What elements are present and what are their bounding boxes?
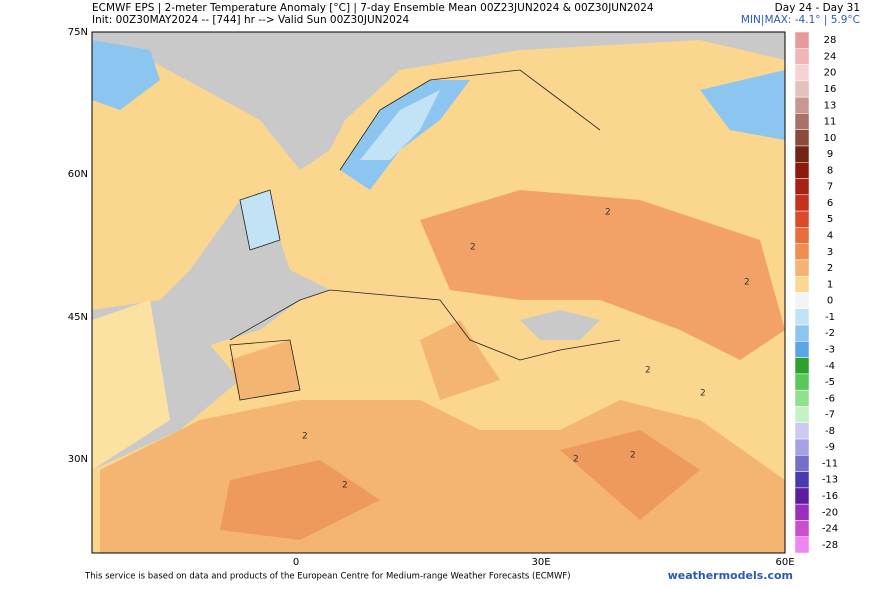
footer-site[interactable]: weathermodels.com [668,569,793,582]
colorbar-label: -7 [825,410,835,421]
colorbar-label: -11 [822,458,838,469]
colorbar-swatch [794,210,810,228]
colorbar-label: -5 [825,377,835,388]
contour-label: 2 [630,451,636,461]
colorbar-label: 5 [827,214,833,225]
colorbar-label: 2 [827,263,833,274]
colorbar-label: 20 [824,68,837,79]
colorbar-label: -13 [822,475,838,486]
contour-label: 2 [700,389,706,399]
map-frame [91,31,786,554]
colorbar-label: 10 [824,133,837,144]
colorbar-swatch [794,422,810,440]
colorbar-swatch [794,31,810,49]
colorbar-swatch [794,341,810,358]
colorbar-swatch [794,113,810,130]
colorbar: 282420161311109876543210-1-2-3-4-5-6-7-8… [794,31,838,554]
colorbar-swatch [794,162,810,179]
colorbar-label: 8 [827,165,833,176]
colorbar-label: 13 [824,100,837,111]
lat-label: 45N [68,312,88,323]
colorbar-swatch [794,145,810,163]
colorbar-label: 6 [827,198,833,209]
colorbar-label: -20 [822,507,838,518]
colorbar-label: 16 [824,84,837,95]
colorbar-label: 0 [827,296,833,307]
colorbar-swatch [794,324,810,342]
lon-label: 0 [293,557,299,568]
colorbar-label: -6 [825,393,835,404]
colorbar-swatch [794,373,810,391]
colorbar-swatch [794,80,810,98]
colorbar-label: -28 [822,540,838,551]
colorbar-swatch [794,227,810,244]
colorbar-label: -24 [822,524,838,535]
colorbar-swatch [794,520,810,537]
contour-label: 2 [302,432,308,442]
colorbar-swatch [794,292,810,310]
colorbar-swatch [794,438,810,456]
colorbar-swatch [794,194,810,212]
contour-label: 2 [470,243,476,253]
colorbar-swatch [794,503,810,521]
contour-label: 2 [605,208,611,218]
colorbar-swatch [794,259,810,277]
lat-label: 75N [68,27,88,38]
colorbar-label: 1 [827,279,833,290]
colorbar-swatch [794,308,810,326]
colorbar-label: -2 [825,328,835,339]
contour-label: 2 [573,455,579,465]
colorbar-swatch [794,129,810,147]
colorbar-swatch [794,536,810,554]
colorbar-swatch [794,243,810,261]
colorbar-label: -3 [825,344,835,355]
colorbar-label: -16 [822,491,838,502]
footer-credit: This service is based on data and produc… [84,572,571,582]
colorbar-swatch [794,178,810,196]
colorbar-swatch [794,406,810,423]
colorbar-label: 3 [827,247,833,258]
lon-label: 30E [531,557,550,568]
colorbar-label: 11 [824,117,837,128]
header-line1: ECMWF EPS | 2-meter Temperature Anomaly … [92,2,654,14]
lon-label: 60E [775,557,794,568]
colorbar-label: 28 [824,35,837,46]
colorbar-label: -4 [825,361,835,372]
colorbar-label: 9 [827,149,833,160]
colorbar-label: -1 [825,312,835,323]
contour-label: 2 [645,366,651,376]
colorbar-swatch [794,455,810,472]
colorbar-swatch [794,471,810,489]
colorbar-label: 7 [827,182,833,193]
header-line2: Init: 00Z30MAY2024 -- [744] hr --> Valid… [92,14,410,26]
colorbar-label: 4 [827,231,833,242]
colorbar-label: 24 [824,51,837,62]
period: Day 24 - Day 31 [775,2,860,14]
contour-label: 2 [342,481,348,491]
minmax: MIN|MAX: -4.1° | 5.9°C [741,14,860,26]
colorbar-swatch [794,96,810,114]
colorbar-swatch [794,357,810,375]
colorbar-swatch [794,487,810,505]
map: 2 2 2 2 2 2 2 2 2 [92,32,785,553]
lat-label: 30N [68,454,88,465]
colorbar-swatch [794,389,810,407]
lat-label: 60N [68,169,88,180]
colorbar-label: -9 [825,442,835,453]
colorbar-swatch [794,48,810,65]
contour-label: 2 [744,278,750,288]
colorbar-swatch [794,64,810,82]
colorbar-swatch [794,275,810,293]
colorbar-label: -8 [825,426,835,437]
